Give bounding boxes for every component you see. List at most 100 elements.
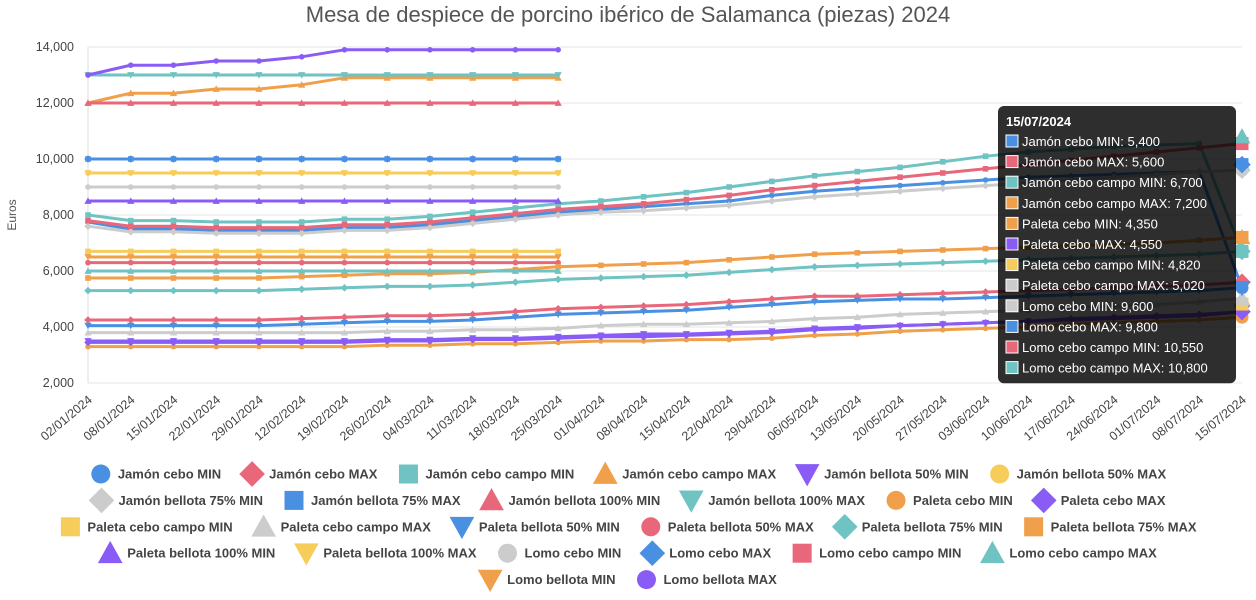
data-point xyxy=(427,184,433,190)
legend-item[interactable]: Lomo cebo campo MIN xyxy=(792,543,962,563)
data-point xyxy=(981,307,990,315)
data-point xyxy=(853,261,862,270)
data-point xyxy=(939,309,947,316)
data-point xyxy=(682,204,691,212)
data-point xyxy=(84,155,92,163)
data-point xyxy=(127,248,134,255)
data-point xyxy=(383,99,391,106)
legend-item[interactable]: Lomo bellota MIN xyxy=(477,569,616,592)
data-point xyxy=(213,219,220,225)
data-point xyxy=(212,85,220,92)
data-point xyxy=(84,286,92,295)
data-point xyxy=(511,99,520,106)
legend-item[interactable]: Lomo cebo campo MAX xyxy=(980,540,1157,564)
data-point xyxy=(169,267,178,274)
data-point xyxy=(469,248,476,255)
series-line xyxy=(87,76,559,105)
data-point xyxy=(598,338,604,344)
data-point xyxy=(469,72,477,79)
legend-item[interactable]: Paleta bellota 75% MIN xyxy=(831,513,1003,540)
data-point xyxy=(127,89,135,97)
tooltip-row: Jamón cebo MAX: 5,600 xyxy=(1022,155,1164,170)
legend-item[interactable]: Jamón cebo campo MAX xyxy=(592,461,777,484)
data-point xyxy=(384,259,390,266)
legend-label: Paleta cebo campo MIN xyxy=(87,519,232,534)
data-point xyxy=(85,275,91,281)
data-point xyxy=(853,324,862,333)
data-point xyxy=(468,155,477,163)
data-point xyxy=(298,259,305,266)
data-point xyxy=(940,159,946,165)
tooltip-swatch xyxy=(1005,361,1019,375)
data-point xyxy=(854,168,861,175)
legend-item[interactable]: Paleta cebo campo MAX xyxy=(251,514,431,537)
tooltip-row: Lomo cebo campo MIN: 10,550 xyxy=(1022,340,1203,355)
legend-label: Lomo cebo campo MIN xyxy=(819,546,961,561)
data-point xyxy=(1233,242,1251,261)
legend-item[interactable]: Jamón cebo MIN xyxy=(91,464,221,484)
legend-item[interactable]: Jamón bellota 100% MIN xyxy=(479,488,660,511)
legend-label: Paleta bellota 75% MIN xyxy=(862,519,1003,534)
data-point xyxy=(511,326,520,333)
legend-item[interactable]: Paleta bellota 75% MAX xyxy=(1024,517,1197,537)
data-point xyxy=(940,180,946,186)
data-point xyxy=(340,197,349,204)
data-point xyxy=(469,326,477,333)
data-point xyxy=(384,222,390,228)
data-point xyxy=(383,327,391,335)
data-point xyxy=(84,267,92,274)
data-point xyxy=(212,338,221,347)
data-point xyxy=(256,219,262,225)
data-point xyxy=(85,217,91,224)
data-point xyxy=(255,328,263,336)
legend-item[interactable]: Paleta bellota 50% MAX xyxy=(641,517,814,537)
data-point xyxy=(554,311,562,319)
data-point xyxy=(554,211,562,219)
data-point xyxy=(127,197,135,204)
legend-item[interactable]: Jamón bellota 75% MIN xyxy=(88,487,263,514)
legend-label: Jamón cebo campo MAX xyxy=(622,467,776,482)
data-point xyxy=(1235,230,1249,244)
legend-item[interactable]: Lomo cebo MAX xyxy=(639,540,771,567)
tooltip-swatch xyxy=(1005,319,1019,333)
legend-item[interactable]: Paleta cebo MIN xyxy=(886,490,1013,510)
data-point xyxy=(469,170,477,177)
data-point xyxy=(85,248,91,255)
data-point xyxy=(170,223,177,229)
data-point xyxy=(554,275,562,284)
legend-item[interactable]: Paleta bellota 100% MAX xyxy=(293,543,477,566)
data-point xyxy=(170,343,177,350)
legend-marker xyxy=(60,517,80,537)
data-point xyxy=(127,217,134,224)
data-point xyxy=(940,327,946,333)
data-point xyxy=(511,197,520,204)
data-point xyxy=(341,272,348,278)
legend-item[interactable]: Jamón bellota 100% MAX xyxy=(678,490,865,513)
data-point xyxy=(126,155,135,163)
data-point xyxy=(726,336,732,343)
data-point xyxy=(127,267,135,274)
legend-item[interactable]: Jamón bellota 75% MAX xyxy=(284,490,461,510)
data-point xyxy=(769,192,775,199)
tooltip-swatch xyxy=(1005,196,1019,210)
data-point xyxy=(212,229,221,237)
data-point xyxy=(981,257,990,265)
legend-item[interactable]: Jamón bellota 50% MIN xyxy=(794,464,969,487)
data-point xyxy=(554,72,562,79)
legend-item[interactable]: Lomo cebo MIN xyxy=(498,543,621,563)
data-point xyxy=(897,182,903,189)
legend-item[interactable]: Jamón cebo campo MIN xyxy=(398,464,574,484)
legend-item[interactable]: Jamón bellota 50% MAX xyxy=(990,464,1167,484)
legend-item[interactable]: Paleta cebo campo MIN xyxy=(60,517,233,537)
data-point xyxy=(426,282,434,291)
data-point xyxy=(683,196,690,203)
data-point xyxy=(511,254,520,261)
legend-item[interactable]: Jamón cebo MAX xyxy=(239,461,378,487)
legend-item[interactable]: Paleta bellota 50% MIN xyxy=(449,516,620,540)
data-point xyxy=(255,72,263,79)
legend-item[interactable]: Paleta cebo MAX xyxy=(1030,487,1166,514)
legend-item[interactable]: Lomo bellota MAX xyxy=(636,570,777,590)
tooltip-row: Paleta cebo MAX: 4,550 xyxy=(1022,237,1162,252)
data-point xyxy=(384,342,390,349)
legend-item[interactable]: Paleta bellota 100% MIN xyxy=(97,540,275,564)
